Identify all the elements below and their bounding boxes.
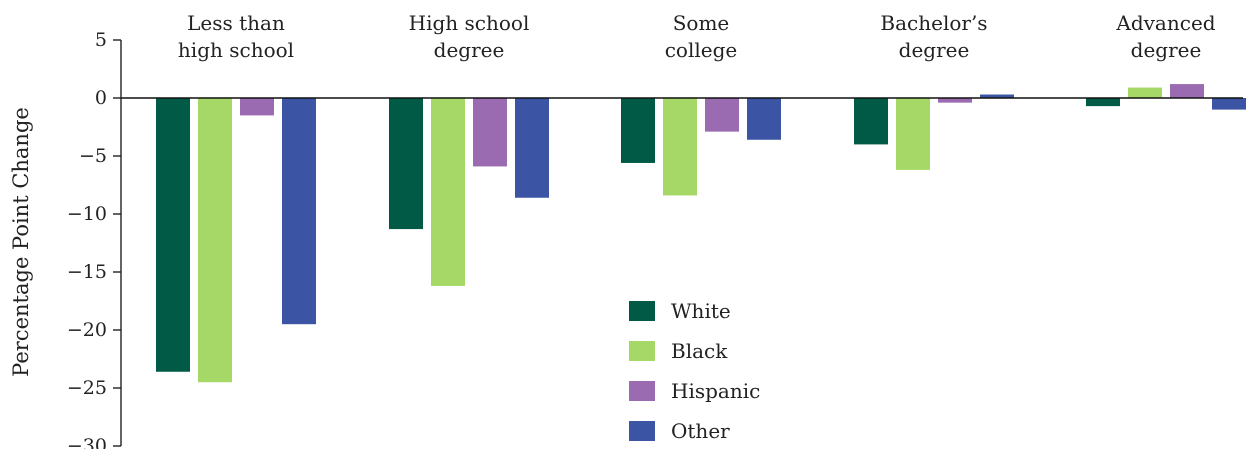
category-label-line: high school — [178, 38, 294, 62]
y-tick-label: −20 — [67, 319, 107, 341]
category-label: Less than high school — [178, 11, 294, 62]
legend-swatch-hispanic — [629, 381, 655, 401]
y-tick-label: −5 — [79, 145, 107, 167]
category-label-line: college — [665, 38, 738, 62]
y-tick-label: −15 — [67, 261, 107, 283]
bar-hispanic-1 — [473, 98, 507, 167]
bar-other-2 — [747, 98, 781, 140]
category-label-line: Advanced — [1115, 11, 1215, 35]
legend-label-other: Other — [671, 419, 730, 443]
bar-other-0 — [282, 98, 316, 325]
legend-label-black: Black — [671, 339, 728, 363]
category-label: Some college — [665, 11, 738, 62]
bars — [156, 84, 1246, 383]
bar-black-0 — [198, 98, 232, 383]
category-label-line: Less than — [187, 11, 285, 35]
legend-swatch-black — [629, 341, 655, 361]
y-axis: 5 0 −5 −10 −15 −20 −25 −30 — [67, 29, 122, 449]
bar-other-3 — [980, 94, 1014, 98]
category-label: Bachelor’s degree — [880, 11, 987, 62]
bar-white-0 — [156, 98, 190, 372]
bar-black-1 — [431, 98, 465, 286]
category-label-line: degree — [434, 38, 505, 62]
legend-label-hispanic: Hispanic — [671, 379, 760, 403]
category-label-line: degree — [899, 38, 970, 62]
category-label-line: Some — [673, 11, 730, 35]
category-label-line: degree — [1131, 38, 1202, 62]
category-label: High school degree — [409, 11, 530, 62]
bar-white-3 — [854, 98, 888, 145]
y-axis-title: Percentage Point Change — [9, 107, 33, 377]
y-tick-label: −25 — [67, 377, 107, 399]
y-tick-label: 5 — [95, 29, 107, 51]
bar-hispanic-3 — [938, 98, 972, 103]
bar-other-4 — [1212, 98, 1246, 110]
category-label-line: Bachelor’s — [880, 11, 987, 35]
bar-hispanic-2 — [705, 98, 739, 132]
bar-other-1 — [515, 98, 549, 198]
legend: White Black Hispanic Other — [629, 299, 760, 443]
bar-black-3 — [896, 98, 930, 170]
legend-swatch-other — [629, 421, 655, 441]
bar-hispanic-4 — [1170, 84, 1204, 98]
y-tick-label: −10 — [67, 203, 107, 225]
bar-white-4 — [1086, 98, 1120, 107]
legend-swatch-white — [629, 301, 655, 321]
bar-black-4 — [1128, 87, 1162, 98]
y-tick-label: −30 — [67, 435, 107, 449]
bar-hispanic-0 — [240, 98, 274, 116]
category-label-line: High school — [409, 11, 530, 35]
bar-black-2 — [663, 98, 697, 196]
y-tick-label: 0 — [95, 87, 107, 109]
category-labels: Less than high school High school degree Som… — [178, 11, 1216, 62]
category-label: Advanced degree — [1115, 11, 1215, 62]
legend-label-white: White — [671, 299, 731, 323]
bar-white-2 — [621, 98, 655, 163]
bar-white-1 — [389, 98, 423, 230]
